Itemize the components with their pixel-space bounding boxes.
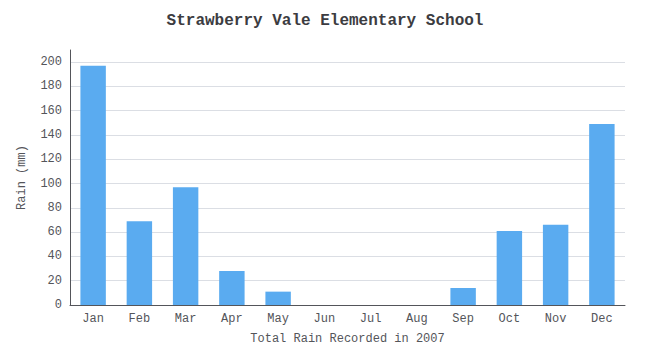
svg-text:80: 80 — [48, 201, 62, 215]
svg-text:Apr: Apr — [221, 312, 243, 326]
svg-text:Strawberry Vale Elementary Sch: Strawberry Vale Elementary School — [167, 12, 484, 30]
svg-text:60: 60 — [48, 225, 62, 239]
svg-text:Total Rain Recorded in 2007: Total Rain Recorded in 2007 — [250, 332, 444, 346]
svg-text:Jun: Jun — [314, 312, 336, 326]
svg-text:100: 100 — [40, 177, 62, 191]
svg-text:120: 120 — [40, 152, 62, 166]
svg-text:Mar: Mar — [175, 312, 197, 326]
svg-text:140: 140 — [40, 128, 62, 142]
svg-text:Aug: Aug — [406, 312, 428, 326]
svg-text:Oct: Oct — [499, 312, 521, 326]
svg-text:40: 40 — [48, 249, 62, 263]
svg-text:May: May — [267, 312, 289, 326]
svg-text:0: 0 — [55, 298, 62, 312]
svg-text:180: 180 — [40, 79, 62, 93]
svg-text:Sep: Sep — [452, 312, 474, 326]
svg-text:Nov: Nov — [545, 312, 567, 326]
svg-text:200: 200 — [40, 55, 62, 69]
svg-text:Feb: Feb — [129, 312, 151, 326]
svg-text:Jul: Jul — [360, 312, 382, 326]
svg-text:Dec: Dec — [591, 312, 613, 326]
svg-text:20: 20 — [48, 274, 62, 288]
svg-text:Rain (mm): Rain (mm) — [15, 145, 29, 210]
svg-text:160: 160 — [40, 104, 62, 118]
svg-text:Jan: Jan — [82, 312, 104, 326]
